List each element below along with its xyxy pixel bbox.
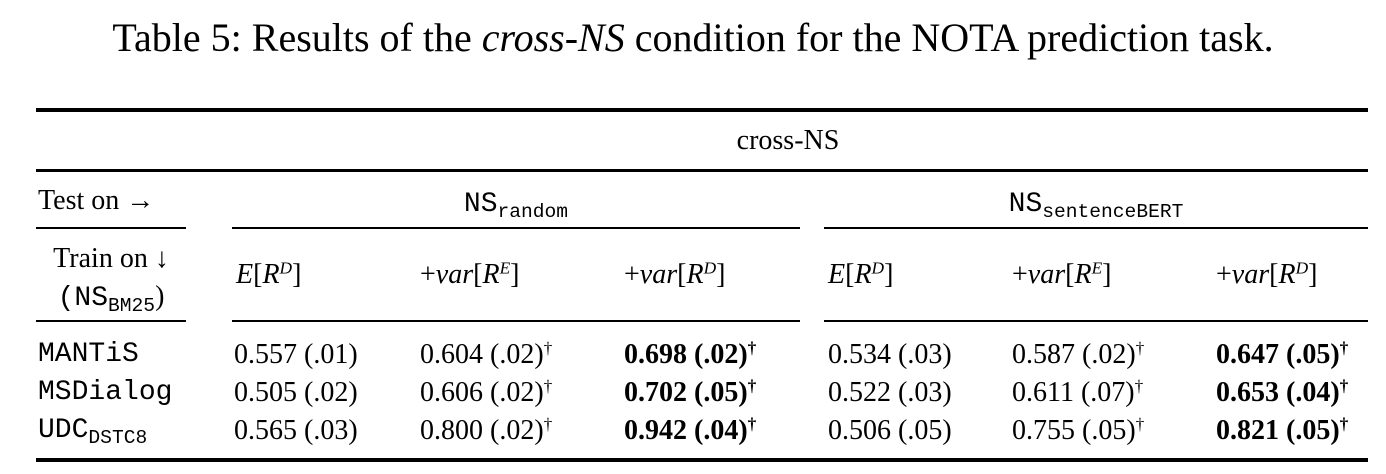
test-on-rule	[36, 227, 186, 229]
cell-udc-4: 0.506 (.05)	[828, 415, 952, 446]
col-header-5: +var[RE]	[1012, 258, 1112, 290]
cell-udc-2: 0.800 (.02)†	[420, 414, 553, 446]
cell-msdialog-5: 0.611 (.07)†	[1012, 376, 1144, 408]
col-header-6: +var[RD]	[1216, 258, 1318, 290]
train-on-label: Train on ↓	[53, 243, 169, 274]
col-header-3: +var[RD]	[624, 258, 726, 290]
caption-emphasis: cross-NS	[481, 15, 625, 60]
cell-msdialog-6: 0.653 (.04)†	[1216, 376, 1349, 408]
bottom-rule	[36, 458, 1368, 462]
cell-msdialog-4: 0.522 (.03)	[828, 377, 952, 408]
header-rule-sentencebert	[824, 320, 1368, 322]
group-rule-sentencebert	[824, 227, 1368, 229]
group-rule-random	[232, 227, 800, 229]
super-header-rule	[36, 169, 1368, 172]
top-rule	[36, 108, 1368, 112]
cell-mantis-4: 0.534 (.03)	[828, 339, 952, 370]
caption-suffix: condition for the NOTA prediction task.	[624, 15, 1274, 60]
row-label-mantis: MANTiS	[38, 339, 139, 370]
cell-mantis-5: 0.587 (.02)†	[1012, 338, 1145, 370]
super-header: cross-NS	[736, 125, 840, 156]
test-on-label: Test on →	[38, 185, 155, 216]
cell-udc-1: 0.565 (.03)	[234, 415, 358, 446]
cell-mantis-1: 0.557 (.01)	[234, 339, 358, 370]
cell-mantis-3: 0.698 (.02)†	[624, 338, 757, 370]
cell-msdialog-3: 0.702 (.05)†	[624, 376, 757, 408]
group-header-sentencebert: NSsentenceBERT	[1008, 189, 1184, 223]
col-header-2: +var[RE]	[420, 258, 520, 290]
col-header-4: E[RD]	[828, 258, 894, 290]
cell-mantis-6: 0.647 (.05)†	[1216, 338, 1349, 370]
cell-udc-5: 0.755 (.05)†	[1012, 414, 1145, 446]
row-label-msdialog: MSDialog	[38, 377, 173, 408]
cell-mantis-2: 0.604 (.02)†	[420, 338, 553, 370]
cell-msdialog-2: 0.606 (.02)†	[420, 376, 553, 408]
header-rule-random	[232, 320, 800, 322]
cell-msdialog-1: 0.505 (.02)	[234, 377, 358, 408]
cell-udc-3: 0.942 (.04)†	[624, 414, 757, 446]
group-header-random: NSrandom	[463, 189, 569, 223]
row-label-udc: UDCDSTC8	[38, 415, 148, 449]
caption-prefix: Table 5: Results of the	[112, 15, 482, 60]
table-caption: Table 5: Results of the cross-NS conditi…	[0, 14, 1386, 62]
train-on-rule	[36, 320, 186, 322]
cell-udc-6: 0.821 (.05)†	[1216, 414, 1349, 446]
train-set-label: (NSBM25)	[57, 281, 165, 317]
col-header-1: E[RD]	[236, 258, 302, 290]
